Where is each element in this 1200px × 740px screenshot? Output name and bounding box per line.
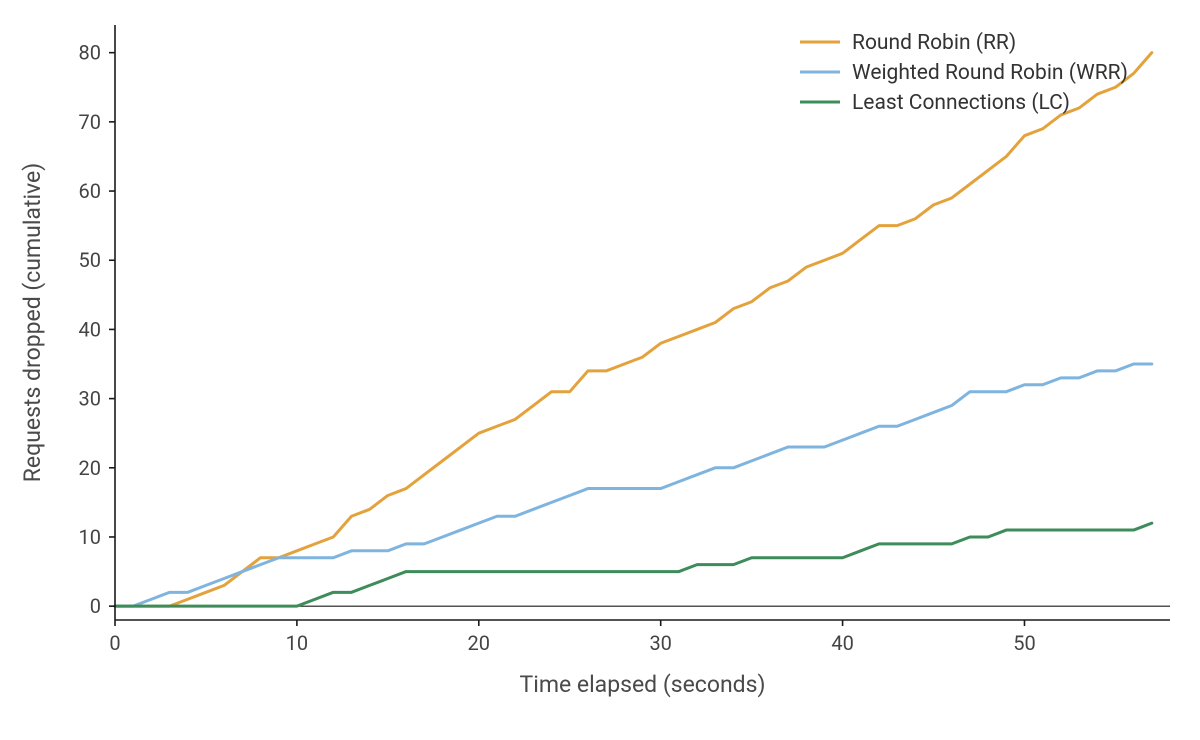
y-tick-label: 70 xyxy=(79,110,101,134)
y-tick-label: 10 xyxy=(79,525,101,549)
x-axis-label: Time elapsed (seconds) xyxy=(520,671,766,698)
chart-svg: 0 10 20 30 40 50 0 10 20 30 40 50 60 70 80 Time elapsed… xyxy=(0,0,1200,740)
legend-label-wrr: Weighted Round Robin (WRR) xyxy=(852,61,1128,85)
y-tick-label: 0 xyxy=(90,594,101,618)
y-tick-label: 60 xyxy=(79,179,101,203)
y-tick-label: 50 xyxy=(79,248,101,272)
x-tick-label: 50 xyxy=(1013,631,1035,655)
line-chart: 0 10 20 30 40 50 0 10 20 30 40 50 60 70 80 Time elapsed… xyxy=(0,0,1200,740)
y-tick-label: 40 xyxy=(79,317,101,341)
x-tick-label: 40 xyxy=(831,631,853,655)
x-tick-label: 20 xyxy=(468,631,490,655)
x-tick-label: 0 xyxy=(109,631,120,655)
y-tick-label: 20 xyxy=(79,456,101,480)
x-tick-label: 10 xyxy=(286,631,308,655)
y-tick-label: 30 xyxy=(79,387,101,411)
legend-label-lc: Least Connections (LC) xyxy=(852,91,1070,115)
y-tick-label: 80 xyxy=(79,41,101,65)
legend-label-rr: Round Robin (RR) xyxy=(852,31,1016,55)
x-tick-label: 30 xyxy=(649,631,671,655)
y-axis-label: Requests dropped (cumulative) xyxy=(19,163,46,483)
